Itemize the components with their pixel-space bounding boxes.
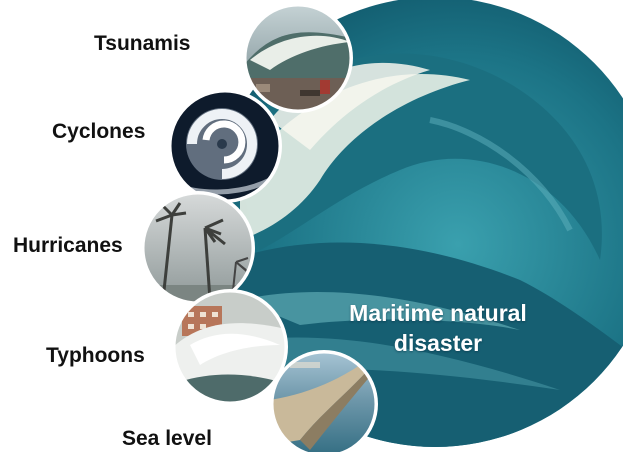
center-title: Maritime natural disaster	[318, 298, 558, 358]
label-typhoons: Typhoons	[46, 344, 145, 367]
tsunamis-image	[243, 3, 353, 113]
label-cyclones: Cyclones	[52, 120, 146, 143]
center-title-line1: Maritime natural	[349, 300, 527, 326]
cyclones-image	[168, 89, 282, 203]
label-sea-level: Sea level	[122, 427, 212, 450]
label-tsunamis: Tsunamis	[94, 32, 191, 55]
label-hurricanes: Hurricanes	[13, 234, 123, 257]
center-title-line2: disaster	[393, 330, 483, 356]
